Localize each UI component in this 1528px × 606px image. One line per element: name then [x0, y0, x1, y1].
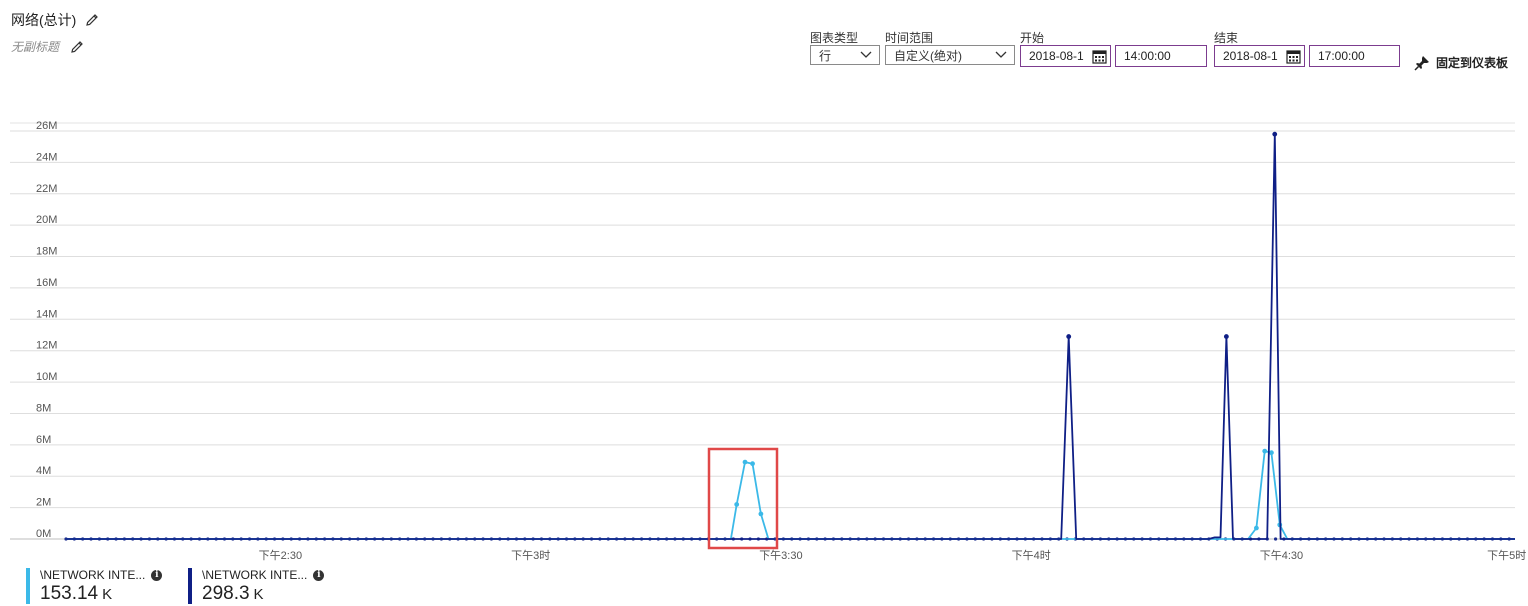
y-tick-label: 14M: [36, 308, 57, 320]
legend-series-value: 298.3: [202, 583, 250, 604]
y-tick-label: 4M: [36, 465, 51, 477]
legend-series-name: \NETWORK INTE...: [40, 568, 146, 582]
start-date-field[interactable]: 2018-08-1: [1020, 45, 1111, 67]
chart-title: 网络(总计): [11, 12, 77, 28]
start-date-value: 2018-08-1: [1029, 49, 1084, 63]
y-tick-label: 26M: [36, 120, 57, 132]
legend-series-value: 153.14: [40, 583, 99, 604]
header: 网络(总计): [11, 10, 100, 30]
x-tick-label: 下午3:30: [759, 549, 802, 562]
legend-item[interactable]: \NETWORK INTE... i 298.3 K: [188, 568, 325, 604]
series-point: [750, 461, 755, 467]
time-range-value: 自定义(绝对): [894, 48, 962, 63]
y-tick-label: 18M: [36, 246, 57, 258]
chart-type-value: 行: [819, 48, 832, 63]
info-icon[interactable]: i: [151, 569, 163, 581]
y-tick-label: 22M: [36, 183, 57, 195]
end-date-value: 2018-08-1: [1223, 49, 1278, 63]
start-label: 开始: [1020, 31, 1045, 45]
x-tick-label: 下午2:30: [259, 549, 302, 562]
x-tick-label: 下午4:30: [1260, 549, 1303, 562]
chart-subtitle: 无副标题: [11, 40, 60, 54]
y-tick-label: 12M: [36, 340, 57, 352]
edit-subtitle-icon[interactable]: [69, 39, 85, 55]
chevron-down-icon: [995, 51, 1007, 58]
x-axis-ticks: 下午2:30 下午3时 下午3:30 下午4时 下午4:30 下午5时: [259, 549, 1527, 562]
y-tick-label: 16M: [36, 277, 57, 289]
y-tick-label: 20M: [36, 214, 57, 226]
series-line: [66, 450, 1515, 540]
y-tick-label: 24M: [36, 151, 57, 163]
legend-series-unit: K: [102, 586, 113, 603]
pin-label: 固定到仪表板: [1436, 56, 1509, 70]
x-tick-label: 下午4时: [1012, 549, 1051, 562]
y-tick-label: 0M: [36, 528, 51, 540]
chart-type-select[interactable]: 行: [810, 45, 880, 65]
calendar-icon[interactable]: [1286, 49, 1301, 64]
series-point: [1253, 525, 1259, 531]
series-point: [734, 502, 740, 507]
end-label: 结束: [1214, 31, 1239, 45]
series-point: [758, 511, 764, 517]
grid-lines: [10, 122, 1515, 540]
time-range-select[interactable]: 自定义(绝对): [885, 45, 1015, 65]
info-icon[interactable]: i: [313, 569, 325, 581]
pin-to-dashboard-button[interactable]: 固定到仪表板: [1414, 54, 1508, 71]
calendar-icon[interactable]: [1092, 49, 1107, 64]
pin-icon: [1414, 55, 1429, 71]
baseline-point: [1273, 537, 1278, 541]
y-tick-label: 6M: [36, 434, 51, 446]
series-point: [1223, 334, 1229, 339]
edit-title-icon[interactable]: [84, 12, 100, 28]
subtitle-row: 无副标题: [11, 38, 85, 55]
series-point: [1262, 448, 1268, 454]
time-range-label: 时间范围: [885, 31, 934, 45]
y-tick-label: 8M: [36, 402, 51, 414]
start-time-value: 14:00:00: [1124, 49, 1171, 63]
series-line: [66, 133, 1515, 540]
y-tick-label: 10M: [36, 371, 57, 383]
series-point: [1272, 131, 1278, 137]
y-axis-ticks: 0M 2M 4M 6M 8M 10M 12M 14M 16M 18M 20M 22M 24M 26M: [36, 120, 57, 540]
y-tick-label: 2M: [36, 497, 51, 509]
end-time-value: 17:00:00: [1318, 49, 1365, 63]
x-tick-label: 下午3时: [511, 549, 550, 562]
legend-series-unit: K: [253, 586, 264, 603]
series-point: [1269, 450, 1274, 456]
start-time-field[interactable]: 14:00:00: [1115, 45, 1207, 67]
highlight-box: [707, 447, 779, 550]
series-point: [1066, 334, 1072, 339]
series-point: [742, 459, 748, 465]
chart-type-label: 图表类型: [810, 31, 859, 45]
end-date-field[interactable]: 2018-08-1: [1214, 45, 1305, 67]
line-chart: 0M 2M 4M 6M 8M 10M 12M 14M 16M 18M 20M 22M 24M 26M 下午…: [10, 120, 1527, 562]
end-time-field[interactable]: 17:00:00: [1309, 45, 1400, 67]
chevron-down-icon: [860, 51, 872, 58]
legend-series-name: \NETWORK INTE...: [202, 568, 308, 582]
legend-item[interactable]: \NETWORK INTE... i 153.14 K: [26, 568, 163, 604]
series-lines: [66, 131, 1515, 540]
x-tick-label: 下午5时: [1487, 549, 1526, 562]
